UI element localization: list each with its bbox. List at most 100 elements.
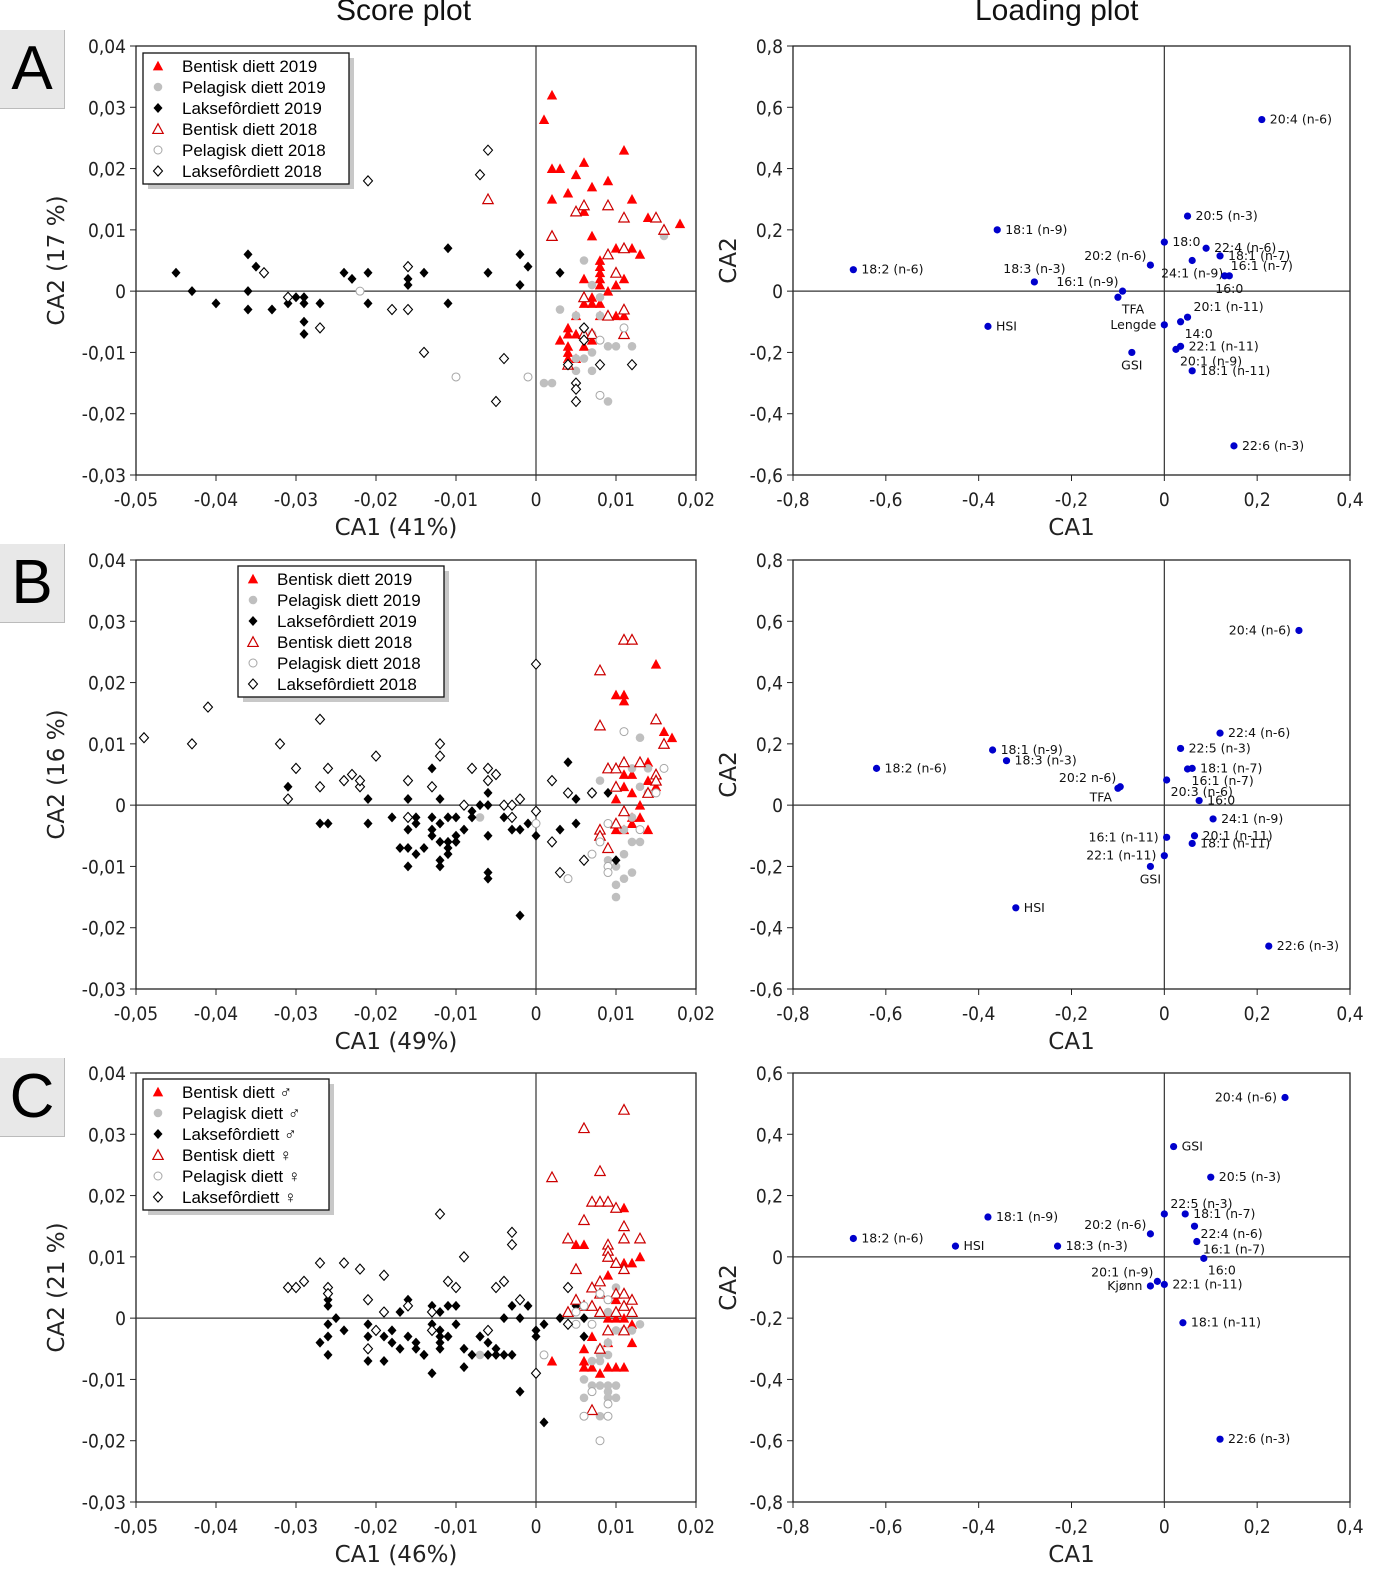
data-point (474, 168, 486, 181)
x-axis-label: CA1 (1048, 1542, 1094, 1568)
data-point (323, 818, 333, 829)
data-point (570, 1239, 582, 1250)
data-point (515, 249, 525, 260)
data-point (634, 1251, 646, 1262)
data-point (627, 1326, 637, 1335)
data-point (626, 1319, 638, 1329)
data-point (609, 266, 623, 278)
loading-point (1053, 1242, 1062, 1250)
data-point (498, 352, 510, 365)
data-point (586, 230, 598, 241)
loading-point (1230, 442, 1238, 450)
data-point (458, 1251, 470, 1263)
panel-letter-c: C (0, 1058, 65, 1137)
loading-point-label: 16:1 (n-7) (1231, 258, 1293, 273)
data-point (617, 327, 631, 340)
loading-point-label: 20:4 (n-6) (1270, 112, 1332, 127)
data-point (434, 1208, 446, 1220)
data-point (666, 732, 678, 743)
loading-point (1183, 313, 1192, 321)
data-point (274, 738, 286, 750)
data-point (323, 1349, 333, 1360)
data-point (610, 310, 622, 321)
data-point (515, 910, 525, 921)
legend-marker (151, 1148, 165, 1161)
data-point (363, 794, 373, 805)
data-point (395, 843, 405, 854)
data-point (426, 780, 438, 793)
data-point (603, 1295, 613, 1305)
data-point (530, 805, 542, 818)
data-point (579, 1313, 589, 1324)
loading-point (1188, 839, 1196, 848)
loading-point-label: 18:1 (n-11) (1200, 835, 1270, 850)
data-point (617, 1219, 631, 1232)
data-point (362, 1293, 374, 1306)
data-point (299, 316, 309, 327)
data-point (563, 874, 573, 884)
data-point (601, 1323, 615, 1336)
data-point (627, 813, 637, 822)
data-point (347, 273, 357, 284)
data-point (610, 793, 622, 804)
x-tick-label: -0,6 (869, 1516, 902, 1538)
data-point (602, 1361, 614, 1372)
data-point (403, 824, 413, 835)
data-point (362, 175, 374, 187)
y-axis-label: CA2 (16 %) (44, 709, 70, 839)
data-point (603, 1381, 613, 1390)
data-point (539, 1350, 549, 1360)
loading-point-label: 18:1 (n-9) (1005, 222, 1067, 237)
y-tick-label: 0,4 (756, 1124, 783, 1146)
data-point (618, 769, 630, 779)
data-point (658, 726, 670, 737)
data-point (594, 1368, 606, 1378)
data-point (635, 837, 645, 847)
loading-point (1170, 1142, 1178, 1151)
data-point (282, 1281, 294, 1294)
data-point (578, 1343, 590, 1354)
loading-point (1209, 815, 1217, 823)
data-point (530, 1367, 542, 1380)
data-point (626, 818, 638, 828)
loading-point-label: 18:3 (n-3) (1066, 1238, 1128, 1253)
data-point (435, 818, 445, 829)
y-tick-label: 0 (115, 281, 126, 303)
loading-point (1146, 862, 1155, 871)
data-point (483, 1349, 493, 1360)
data-point (627, 764, 637, 773)
data-point (451, 812, 461, 823)
loading-point-label: 22:1 (n-11) (1086, 848, 1156, 863)
data-point (243, 286, 253, 297)
data-point (594, 279, 606, 290)
x-tick-label: 0,02 (677, 1516, 715, 1538)
data-point (579, 1411, 589, 1421)
x-tick-label: -0,6 (869, 1003, 902, 1025)
data-point (601, 841, 615, 854)
data-point (434, 750, 446, 762)
data-point (609, 780, 623, 792)
y-axis-label: CA2 (21 %) (44, 1222, 70, 1352)
data-point (603, 1393, 613, 1403)
data-point (562, 1318, 574, 1331)
data-point (626, 358, 638, 371)
data-point (315, 298, 325, 309)
y-tick-label: -0,6 (750, 979, 783, 1001)
legend-marker (246, 635, 260, 648)
x-tick-label: -0,04 (194, 1516, 238, 1538)
data-point (577, 1213, 591, 1226)
y-tick-label: 0,01 (88, 734, 126, 756)
data-point (641, 786, 655, 798)
data-point (514, 1293, 526, 1306)
data-point (546, 836, 558, 848)
data-point (291, 292, 301, 303)
data-point (402, 260, 414, 273)
data-point (515, 824, 525, 835)
data-point (649, 712, 663, 725)
data-point (595, 1381, 605, 1390)
data-point (562, 358, 574, 371)
x-tick-label: 0,01 (597, 489, 635, 511)
data-point (586, 1361, 598, 1372)
data-point (611, 855, 621, 866)
loading-point-label: GSI (1182, 1139, 1203, 1154)
